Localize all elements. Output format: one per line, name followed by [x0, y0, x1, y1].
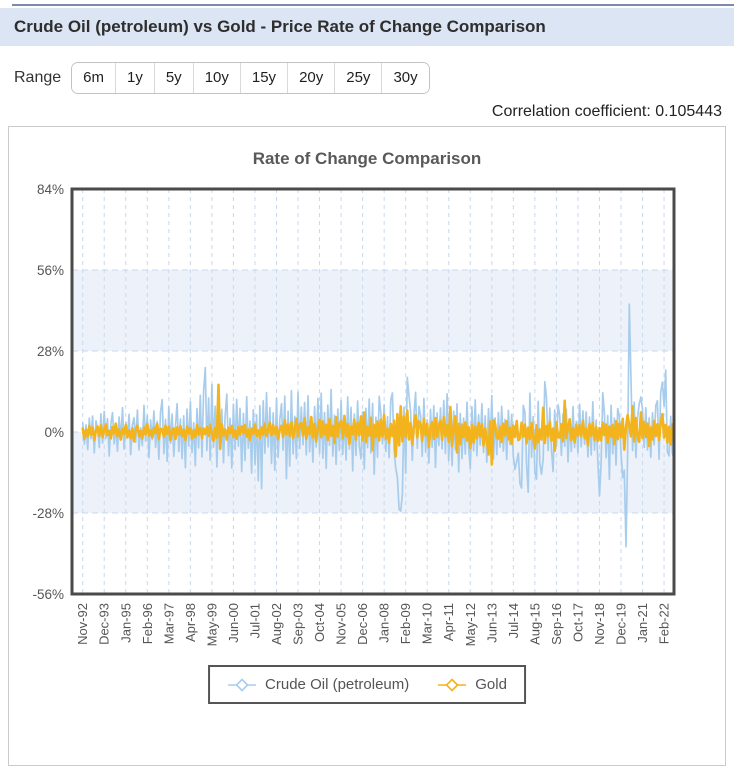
x-tick-label: Aug-02 [269, 603, 284, 645]
range-button-30y[interactable]: 30y [381, 63, 429, 93]
x-tick-label: Jan-95 [118, 603, 133, 643]
page-header: Crude Oil (petroleum) vs Gold - Price Ra… [0, 8, 734, 46]
x-tick-label: Apr-98 [183, 603, 198, 642]
x-tick-label: Jul-01 [247, 603, 262, 638]
x-tick-label: Mar-97 [161, 603, 176, 644]
plot-band [72, 270, 674, 351]
y-tick-label: -28% [32, 506, 64, 521]
x-tick-label: Nov-92 [75, 603, 90, 645]
y-tick-label: 0% [44, 425, 64, 440]
legend-label-crude-oil: Crude Oil (petroleum) [265, 676, 410, 693]
chart-card: Rate of Change Comparison 84% 56% 28% 0% -28… [8, 126, 726, 766]
legend-item-gold[interactable]: Gold [437, 676, 507, 693]
x-tick-label: Nov-18 [592, 603, 607, 645]
y-tick-label: -56% [32, 587, 64, 602]
range-button-15y[interactable]: 15y [239, 63, 288, 93]
x-tick-label: Sep-03 [291, 603, 306, 645]
x-tick-label: Oct-17 [570, 603, 585, 642]
x-tick-label: May-12 [463, 603, 478, 646]
gold-marker-icon [438, 677, 467, 692]
y-tick-label: 84% [37, 182, 64, 197]
x-tick-label: Jun-00 [226, 603, 241, 643]
legend-item-crude-oil[interactable]: Crude Oil (petroleum) [227, 676, 409, 693]
x-tick-label: Dec-19 [613, 603, 628, 645]
range-selector: Range 6m 1y 5y 10y 15y 20y 25y 30y [14, 62, 720, 94]
x-tick-label: May-99 [204, 603, 219, 646]
correlation-coefficient: Correlation coefficient: 0.105443 [491, 103, 722, 120]
x-tick-label: Apr-11 [441, 603, 456, 641]
x-tick-label: Jun-13 [484, 603, 499, 643]
rate-of-change-chart: 84% 56% 28% 0% -28% -56% Nov-92 Dec-93 Jan-95 Feb… [32, 182, 676, 646]
chart-legend: Crude Oil (petroleum) Gold [208, 665, 526, 704]
x-tick-label: Nov-05 [334, 603, 349, 645]
x-tick-label: Mar-10 [420, 603, 435, 644]
plot-border [70, 187, 676, 596]
range-button-group: 6m 1y 5y 10y 15y 20y 25y 30y [71, 62, 430, 94]
x-tick-label: Oct-04 [312, 603, 327, 642]
range-button-5y[interactable]: 5y [153, 63, 193, 93]
range-button-20y[interactable]: 20y [287, 63, 335, 93]
top-divider [12, 4, 734, 6]
crude-oil-marker-icon [228, 677, 257, 692]
x-tick-label: Feb-22 [657, 603, 672, 644]
range-button-10y[interactable]: 10y [192, 63, 240, 93]
y-tick-label: 28% [37, 344, 64, 359]
range-button-6m[interactable]: 6m [72, 63, 115, 93]
range-button-25y[interactable]: 25y [334, 63, 382, 93]
gold-series-line [81, 383, 676, 466]
range-button-1y[interactable]: 1y [115, 63, 154, 93]
page-title: Crude Oil (petroleum) vs Gold - Price Ra… [14, 17, 546, 36]
chart-title: Rate of Change Comparison [252, 149, 482, 168]
x-tick-label: Jan-08 [377, 603, 392, 643]
x-tick-label: Jan-21 [635, 603, 650, 643]
x-tick-label: Dec-06 [355, 603, 370, 645]
x-tick-label: Sep-16 [549, 603, 564, 645]
x-tick-label: Feb-96 [140, 603, 155, 644]
range-label: Range [14, 69, 62, 86]
x-tick-label: Feb-09 [398, 603, 413, 644]
x-tick-label: Dec-93 [97, 603, 112, 645]
y-tick-label: 56% [37, 263, 64, 278]
legend-label-gold: Gold [475, 676, 507, 693]
x-tick-label: Aug-15 [527, 603, 542, 645]
x-tick-label: Jul-14 [506, 603, 521, 638]
